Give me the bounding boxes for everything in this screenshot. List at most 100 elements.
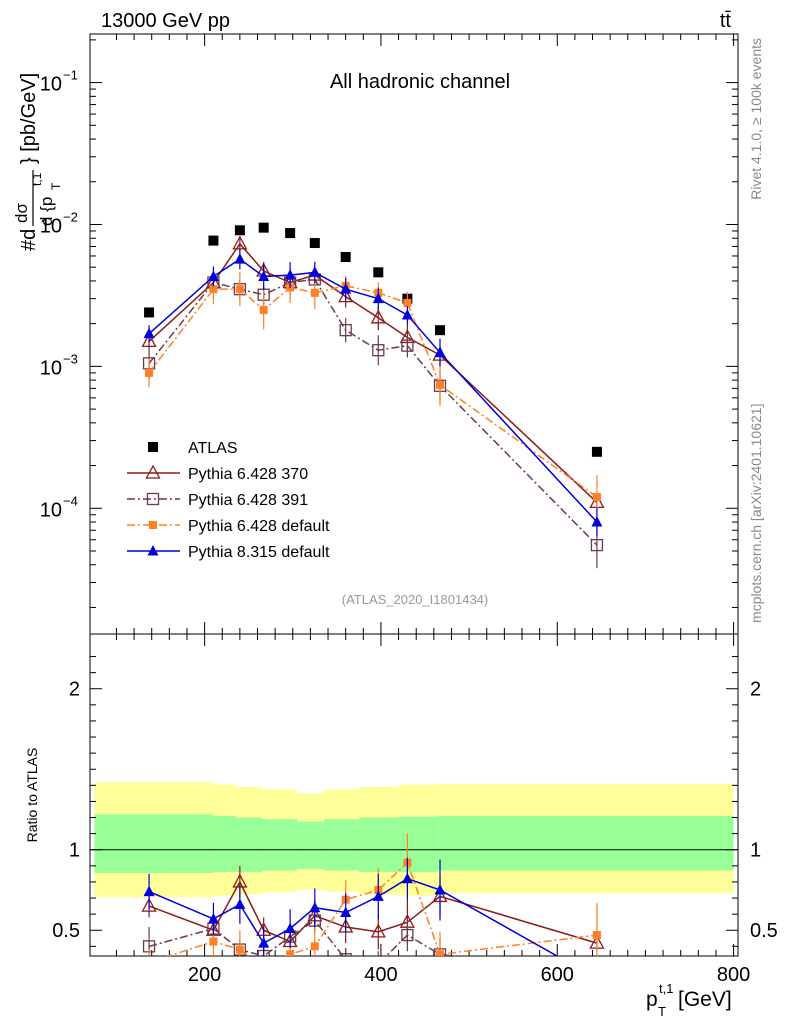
data-point bbox=[145, 368, 154, 377]
y-tick-label-exponent: −3 bbox=[63, 351, 78, 366]
data-point bbox=[309, 238, 320, 249]
ratio-point bbox=[592, 931, 601, 940]
data-point bbox=[591, 516, 603, 527]
data-point bbox=[258, 270, 270, 281]
data-point bbox=[208, 235, 219, 246]
ratio-point bbox=[401, 872, 413, 884]
data-point bbox=[259, 305, 268, 314]
data-point bbox=[285, 228, 296, 239]
data-point bbox=[284, 269, 296, 280]
ratio-point bbox=[436, 950, 445, 956]
ratio-tick-label-right: 2 bbox=[750, 679, 761, 701]
data-point bbox=[434, 346, 446, 358]
data-point bbox=[403, 298, 412, 307]
inner-band-segment bbox=[297, 821, 324, 870]
data-point bbox=[591, 446, 602, 457]
x-tick-label: 800 bbox=[717, 964, 750, 986]
ratio-series-pythia-8-315-default bbox=[143, 857, 559, 956]
data-point bbox=[592, 493, 601, 502]
ratio-point bbox=[235, 945, 244, 954]
ylabel-prefix: #d bbox=[18, 229, 40, 251]
ratio-point bbox=[258, 937, 270, 948]
ratio-point bbox=[286, 950, 295, 956]
xlabel-subscript: T bbox=[658, 1004, 666, 1019]
x-axis-label: p T t,1 [GeV] bbox=[646, 981, 732, 1019]
data-point bbox=[143, 327, 155, 339]
ratio-point bbox=[284, 922, 296, 934]
y-tick-label-base: 10 bbox=[40, 215, 62, 237]
ratio-point bbox=[310, 942, 319, 951]
x-tick-label: 400 bbox=[364, 964, 397, 986]
ratio-point bbox=[141, 897, 157, 912]
legend-marker bbox=[146, 492, 160, 506]
data-point bbox=[234, 253, 246, 264]
legend: ATLAS Pythia 6.428 370 Pythia 6.428 391 Pyt… bbox=[127, 440, 330, 561]
ratio-point bbox=[234, 898, 246, 909]
ratio-point bbox=[434, 883, 446, 895]
data-point bbox=[590, 538, 604, 552]
legend-entry: Pythia 8.315 default bbox=[127, 544, 330, 561]
ratio-point bbox=[591, 970, 602, 981]
inner-band-segment bbox=[186, 814, 214, 874]
data-point bbox=[141, 333, 157, 348]
ratio-point bbox=[340, 906, 352, 918]
inner-band-segment bbox=[235, 817, 262, 872]
ratio-point bbox=[338, 918, 354, 933]
legend-marker bbox=[145, 464, 161, 479]
y-tick-label-base: 10 bbox=[40, 499, 62, 521]
data-point bbox=[373, 267, 384, 278]
data-point bbox=[144, 307, 155, 318]
header-right-text: tt̄ bbox=[720, 10, 732, 32]
ratio-point bbox=[370, 923, 386, 938]
series-atlas bbox=[144, 222, 602, 457]
series-line bbox=[148, 284, 598, 498]
y-tick-label-exponent: −2 bbox=[63, 209, 78, 224]
data-point bbox=[372, 292, 384, 304]
series-line bbox=[148, 242, 598, 503]
xlabel-superscript: t,1 bbox=[659, 981, 673, 996]
data-point bbox=[209, 285, 218, 294]
x-tick-label: 200 bbox=[188, 964, 221, 986]
ratio-tick-label-left: 0.5 bbox=[52, 920, 80, 942]
data-point bbox=[310, 288, 319, 297]
legend-label: Pythia 6.428 391 bbox=[188, 492, 308, 509]
y-tick-label-base: 10 bbox=[40, 357, 62, 379]
inner-band-segment bbox=[94, 814, 187, 874]
data-point bbox=[401, 309, 413, 320]
legend-label: Pythia 8.315 default bbox=[188, 544, 330, 561]
data-point bbox=[436, 380, 445, 389]
data-point bbox=[339, 324, 352, 337]
inner-band-segment bbox=[213, 815, 236, 872]
inner-band-segment bbox=[358, 817, 399, 872]
ratio-point bbox=[260, 963, 268, 971]
ratio-series-group bbox=[141, 833, 605, 981]
y-tick-label-exponent: −4 bbox=[63, 493, 78, 508]
data-point bbox=[340, 283, 352, 294]
ylabel-numerator: dσ bbox=[12, 203, 31, 223]
data-point bbox=[207, 270, 219, 281]
header-left-text: 13000 GeV pp bbox=[101, 10, 230, 32]
legend-entry: Pythia 6.428 370 bbox=[127, 464, 308, 483]
data-point bbox=[435, 325, 446, 336]
ratio-plot-frame bbox=[89, 633, 739, 957]
data-point bbox=[370, 309, 386, 324]
series-pythia-8-315-default bbox=[143, 248, 603, 536]
main-y-axis-label: #d dσ d {p T t,1 } [pb/GeV] bbox=[12, 73, 63, 251]
data-point bbox=[401, 339, 414, 352]
data-point bbox=[338, 288, 354, 303]
xlabel-main: p bbox=[646, 988, 658, 1011]
legend-label: Pythia 6.428 default bbox=[188, 518, 330, 535]
xlabel-unit: [GeV] bbox=[678, 988, 732, 1011]
ylabel-subscript: T bbox=[49, 182, 63, 190]
ylabel-superscript: t,1 bbox=[30, 172, 44, 186]
ylabel-denominator: d {p bbox=[37, 197, 56, 226]
ratio-uncertainty-bands bbox=[90, 782, 738, 898]
data-point bbox=[234, 225, 245, 236]
ratio-point bbox=[372, 890, 384, 901]
ratio-y-axis-label: Ratio to ATLAS bbox=[24, 748, 40, 843]
legend-entry: Pythia 6.428 default bbox=[127, 518, 330, 535]
data-point bbox=[340, 251, 351, 262]
analysis-id-label: (ATLAS_2020_I1801434) bbox=[342, 592, 488, 607]
